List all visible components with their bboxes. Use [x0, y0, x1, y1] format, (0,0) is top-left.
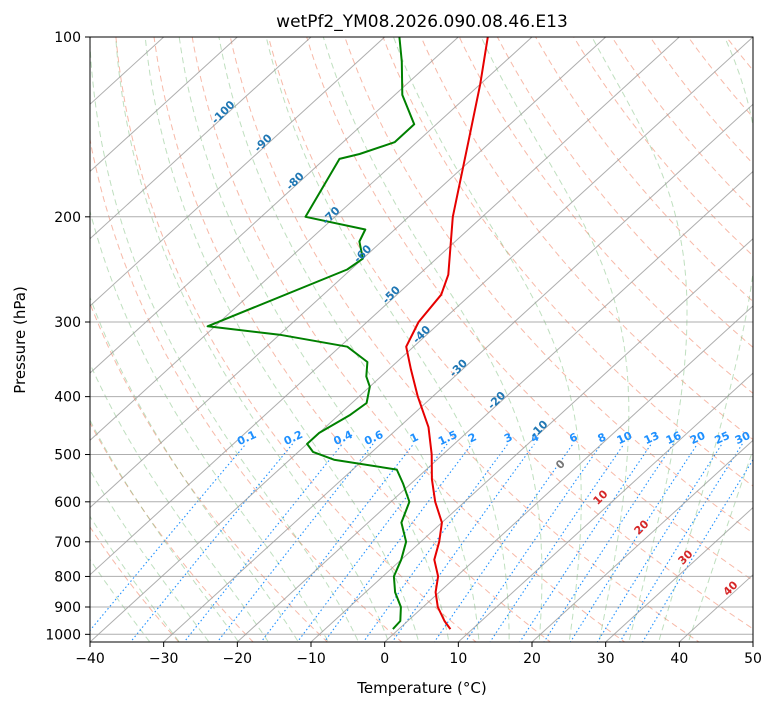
mixing-ratio-line [216, 443, 374, 642]
dry-adiabat [115, 37, 477, 642]
mixing-ratio-label: 20 [688, 429, 708, 447]
y-tick-label: 400 [54, 390, 81, 406]
x-tick-label: 0 [380, 651, 389, 667]
mixing-ratio-line [641, 458, 753, 642]
dry-adiabat [267, 37, 753, 630]
profiles [206, 37, 489, 630]
y-tick-label: 600 [54, 495, 81, 511]
y-tick-label: 800 [54, 569, 81, 585]
isotherm [90, 37, 753, 642]
x-axis-label: Temperature (°C) [356, 679, 486, 697]
mixing-ratio-line [596, 443, 723, 642]
mixing-ratio-line [260, 443, 414, 642]
mixing-ratio-lines [90, 443, 753, 642]
x-tick-label: 20 [523, 651, 541, 667]
moist-adiabat [90, 37, 359, 642]
mixing-ratio-line [619, 443, 743, 642]
isotherm [531, 439, 753, 642]
isotherm [90, 37, 238, 173]
x-tick-label: −40 [75, 651, 105, 667]
x-tick-label: −10 [296, 651, 326, 667]
chart-title: wetPf2_YM08.2026.090.08.46.E13 [276, 12, 568, 32]
mixing-ratio-line [323, 443, 473, 642]
mixing-ratio-label: 25 [713, 429, 732, 447]
isotherm [457, 372, 753, 642]
isotherm [90, 37, 680, 576]
dry-adiabat [90, 421, 254, 642]
mixing-ratio-line [90, 443, 247, 632]
isotherm [236, 170, 753, 642]
isotherm [90, 37, 386, 307]
dewpoint-profile [206, 37, 416, 630]
isotherm [605, 506, 753, 642]
mixing-ratio-label: 16 [664, 429, 684, 447]
y-tick-label: 500 [54, 448, 81, 464]
moist-adiabat [90, 209, 329, 642]
isotherm [90, 37, 459, 374]
isobars [90, 37, 753, 635]
mixing-ratio-label: 30 [733, 429, 753, 447]
y-axis-label: Pressure (hPa) [11, 286, 29, 394]
y-tick-label: 900 [54, 600, 81, 616]
x-tick-label: −20 [223, 651, 253, 667]
mixing-ratio-line [433, 443, 574, 642]
mixing-ratio-label: 10 [615, 429, 635, 447]
isotherm [384, 305, 753, 642]
mixing-ratio-line [464, 443, 602, 642]
isotherm [90, 37, 312, 240]
dry-adiabat [306, 37, 753, 582]
x-tick-label: 10 [449, 651, 467, 667]
isotherms [90, 37, 753, 642]
y-tick-label: 700 [54, 535, 81, 551]
isotherm [90, 37, 607, 509]
isotherm [90, 37, 533, 442]
temperature-profile [405, 37, 489, 630]
mixing-ratio-label: 13 [642, 429, 661, 447]
isotherm [310, 237, 753, 642]
x-tick-label: −30 [149, 651, 179, 667]
mixing-ratio-line [519, 443, 652, 642]
axes: −40 −30 −20 −10 0 10 20 30 40 50 100 200 300 400 500 60… [45, 30, 762, 667]
dry-adiabat [344, 37, 753, 534]
mixing-ratio-line [543, 443, 674, 642]
isotherm [163, 103, 753, 642]
x-tick-label: 40 [670, 651, 688, 667]
x-tick-label: 50 [744, 651, 762, 667]
mixing-ratio-line [569, 443, 698, 642]
y-tick-label: 1000 [45, 627, 81, 643]
y-tick-label: 200 [54, 210, 81, 226]
y-tick-label: 300 [54, 315, 81, 331]
y-tick-label: 100 [54, 30, 81, 46]
x-tick-label: 30 [597, 651, 615, 667]
plot-frame [89, 36, 754, 643]
